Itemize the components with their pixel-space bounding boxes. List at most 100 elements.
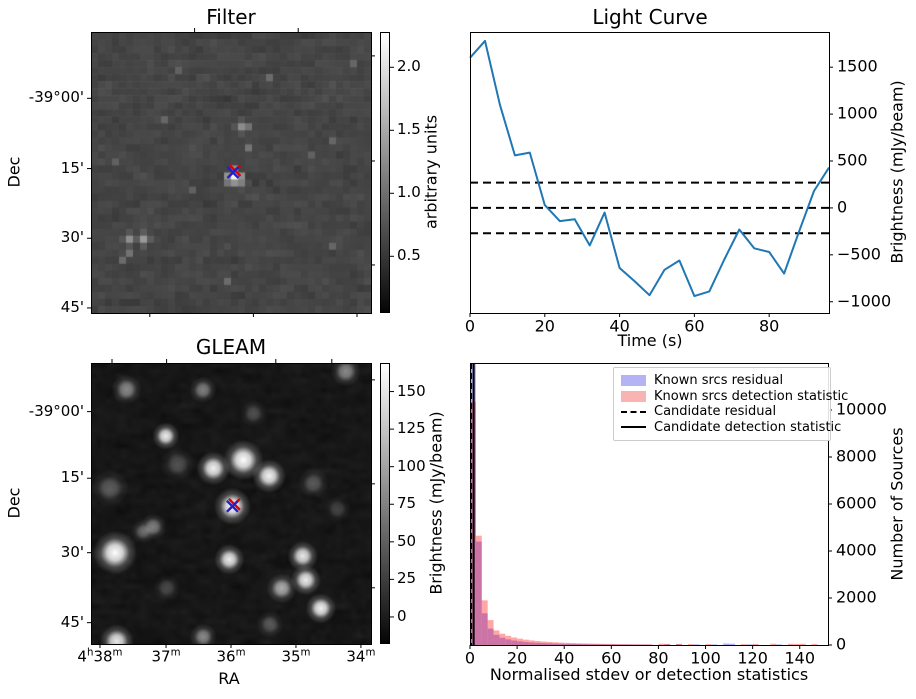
hist-bar-residual: [570, 643, 576, 645]
light-curve-ytick-label: −500: [837, 244, 881, 264]
hist-bar-residual: [676, 644, 682, 645]
hist-bar-residual: [776, 644, 783, 645]
hist-bar-residual: [587, 644, 594, 645]
hist-bar-residual: [475, 541, 482, 645]
hist-bar-residual: [564, 643, 571, 645]
hist-bar-detstat: [617, 644, 624, 645]
hist-bar-residual: [499, 637, 506, 645]
hist-bar-detstat: [628, 644, 635, 645]
filter-frame: [91, 32, 372, 314]
filter-colorbar-tick-label: 1.5: [397, 120, 421, 139]
histogram-xtick-label: 80: [648, 648, 669, 668]
hist-bar-detstat: [705, 644, 712, 645]
hist-bar-detstat: [664, 643, 671, 645]
light-curve-title: Light Curve: [592, 5, 708, 29]
histogram-ytick-label: 2000: [836, 587, 877, 607]
hist-bar-residual: [552, 643, 559, 645]
hist-bar-detstat: [599, 643, 606, 645]
light-curve-xtick-label: 40: [609, 316, 630, 336]
gleam-title: GLEAM: [195, 335, 267, 359]
hist-bar-residual: [693, 644, 700, 645]
filter-ytick-label: 30': [60, 228, 84, 247]
gleam-colorbar-tick-label: 25: [397, 569, 417, 588]
filter-heatmap-canvas: [91, 32, 371, 313]
histogram-y-axis-label: Number of Sources: [887, 427, 907, 581]
gleam-xtick-label: 34m: [346, 647, 376, 666]
gleam-marker-x-icon: [226, 499, 239, 513]
filter-colorbar-tick-label: 1.0: [397, 183, 421, 202]
light-curve-ytick-label: 1500: [837, 56, 878, 76]
gleam-colorbar-tick-label: 100: [397, 456, 426, 475]
light-curve-ytick-label: 1000: [837, 103, 878, 123]
hist-bar-detstat: [687, 644, 694, 645]
light-curve-xtick-label: 0: [464, 316, 476, 336]
hist-bar-residual: [517, 641, 523, 645]
filter-colorbar: [380, 32, 390, 313]
hist-bar-detstat: [528, 640, 535, 645]
hist-bar-detstat: [540, 641, 547, 645]
histogram-xtick-label: 40: [554, 648, 575, 668]
histogram-ytick-label: 8000: [836, 446, 877, 466]
hist-bar-residual: [746, 644, 753, 645]
hist-bar-residual: [528, 642, 535, 645]
hist-bar-detstat: [487, 620, 494, 645]
light-curve-xtick-label: 60: [684, 316, 705, 336]
gleam-y-axis-label: Dec: [4, 487, 24, 519]
gleam-colorbar-tick-label: 0: [397, 607, 407, 626]
hist-bar-detstat: [517, 638, 523, 645]
light-curve-frame: [470, 32, 830, 314]
hist-bar-residual: [664, 644, 671, 645]
hist-bar-residual: [540, 643, 547, 645]
hist-bar-residual: [581, 644, 588, 645]
histogram-ytick-label: 0: [836, 634, 847, 654]
hist-bar-residual: [611, 644, 618, 645]
legend-row: Candidate detection statistic: [621, 420, 841, 436]
hist-bar-detstat: [481, 600, 488, 645]
filter-ytick-label: 45': [60, 298, 84, 317]
hist-bar-detstat: [740, 644, 747, 645]
hist-bar-detstat: [752, 643, 759, 645]
gleam-colorbar-tick-label: 125: [397, 419, 426, 438]
hist-bar-detstat: [511, 637, 518, 645]
hist-bar-detstat: [581, 643, 588, 645]
light-curve-ytick-label: −1000: [837, 291, 892, 311]
hist-bar-detstat: [534, 641, 541, 645]
filter-colorbar-tick-label: 2.0: [397, 57, 421, 76]
histogram-x-axis-label: Normalised stdev or detection statistics: [489, 665, 809, 684]
hist-bar-detstat: [611, 643, 618, 645]
gleam-colorbar-tick-label: 75: [397, 494, 417, 513]
hist-bar-residual: [546, 643, 553, 645]
hist-bar-residual: [599, 644, 606, 645]
legend-row: Candidate residual: [621, 404, 823, 420]
hist-bar-detstat: [770, 643, 777, 645]
hist-bar-detstat: [658, 643, 665, 645]
hist-bar-residual: [493, 634, 500, 645]
legend-swatch-candidate-residual: [621, 410, 646, 413]
gleam-ytick-label: 15': [60, 468, 84, 487]
gleam-colorbar-label: Brightness (mJy/beam): [426, 411, 446, 595]
hist-bar-residual: [711, 644, 718, 645]
hist-bar-residual: [505, 639, 512, 645]
hist-bar-residual: [593, 644, 600, 645]
hist-bar-residual: [522, 641, 529, 645]
hist-bar-detstat: [558, 642, 565, 645]
hist-bar-residual: [534, 642, 541, 645]
hist-bar-detstat: [564, 642, 571, 645]
light-curve-ytick-label: 500: [837, 150, 868, 170]
light-curve-line: [469, 39, 830, 298]
hist-bar-residual: [723, 643, 730, 645]
hist-bar-detstat: [799, 643, 806, 645]
legend-row: Known srcs detection statistic: [621, 389, 848, 405]
hist-bar-detstat: [605, 643, 612, 645]
light-curve-x-axis-label: Time (s): [617, 331, 683, 350]
hist-bar-detstat: [570, 643, 576, 645]
hist-bar-residual: [481, 613, 488, 645]
hist-bar-detstat: [475, 535, 482, 645]
legend-row: Known srcs residual: [621, 373, 823, 389]
legend-label: Known srcs detection statistic: [654, 388, 849, 404]
hist-bar-residual: [729, 643, 735, 645]
hist-bar-detstat: [634, 644, 641, 645]
legend-label: Known srcs residual: [654, 373, 784, 389]
